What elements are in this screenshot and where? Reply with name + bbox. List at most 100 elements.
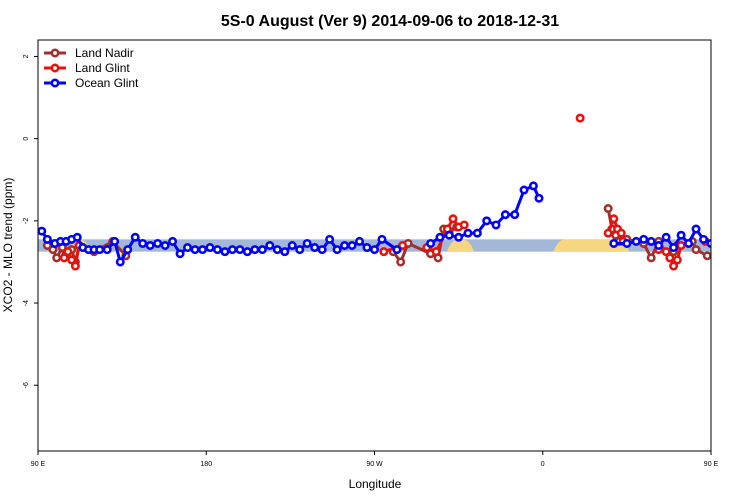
data-point <box>355 236 365 246</box>
y-tick-label: -4 <box>23 300 30 306</box>
data-point <box>454 232 464 242</box>
data-point <box>622 238 632 248</box>
data-point <box>444 230 454 240</box>
series-layer <box>38 113 711 271</box>
data-point <box>702 251 711 261</box>
data-point <box>459 220 469 230</box>
data-point <box>190 245 200 255</box>
data-point <box>325 234 335 244</box>
data-point <box>398 241 408 251</box>
data-point <box>534 193 544 203</box>
data-point <box>669 261 679 271</box>
data-point <box>153 238 163 248</box>
legend-label: Ocean Glint <box>75 76 139 90</box>
data-point <box>646 236 656 246</box>
x-tick-label: 0 <box>541 461 545 468</box>
data-point <box>302 238 312 248</box>
x-axis-label: Longitude <box>349 477 402 491</box>
data-point <box>392 245 402 255</box>
data-point <box>102 245 112 255</box>
data-point <box>220 247 230 257</box>
y-tick-label: -2 <box>23 218 30 224</box>
data-point <box>510 210 520 220</box>
data-point <box>616 228 626 238</box>
data-point <box>362 243 372 253</box>
data-point <box>63 247 73 257</box>
data-point <box>227 245 237 255</box>
data-point <box>603 228 613 238</box>
data-point <box>272 245 282 255</box>
legend-label: Land Nadir <box>75 46 134 60</box>
data-point <box>332 245 342 255</box>
data-point <box>42 234 52 244</box>
data-point <box>379 247 389 257</box>
legend-swatch-marker <box>50 63 60 73</box>
data-point <box>52 253 62 263</box>
data-point <box>491 220 501 230</box>
data-point <box>295 245 305 255</box>
y-tick-label: 0 <box>23 137 30 141</box>
data-point <box>369 245 379 255</box>
data-point <box>676 230 686 240</box>
data-point <box>183 243 193 253</box>
series-ocean-glint <box>38 181 711 267</box>
data-point <box>665 253 675 263</box>
data-point <box>631 236 641 246</box>
data-point <box>205 243 215 253</box>
data-point <box>691 224 701 234</box>
data-point <box>250 245 260 255</box>
legend-swatch-marker <box>50 48 60 58</box>
data-point <box>396 257 406 267</box>
data-point <box>130 232 140 242</box>
data-point <box>463 228 473 238</box>
data-point <box>603 204 613 214</box>
data-point <box>691 245 701 255</box>
data-point <box>160 241 170 251</box>
land-segment <box>553 239 624 252</box>
data-point <box>669 243 679 253</box>
land-segment <box>447 239 474 252</box>
data-point <box>115 257 125 267</box>
x-tick-label: 180 <box>200 461 212 468</box>
legend-label: Land Glint <box>75 61 130 75</box>
data-point <box>646 253 656 263</box>
y-tick-label: 2 <box>23 54 30 58</box>
data-point <box>310 243 320 253</box>
data-point <box>431 247 441 257</box>
data-point <box>575 113 585 123</box>
x-tick-label: 90 E <box>31 461 46 468</box>
data-point <box>287 241 297 251</box>
chart-title: 5S-0 August (Ver 9) 2014-09-06 to 2018-1… <box>221 13 559 30</box>
data-point <box>654 241 664 251</box>
data-point <box>242 247 252 257</box>
data-point <box>639 234 649 244</box>
y-tick-label: -6 <box>23 382 30 388</box>
data-point <box>448 214 458 224</box>
data-point <box>482 216 492 226</box>
data-point <box>672 255 682 265</box>
data-point <box>377 234 387 244</box>
data-point <box>95 245 105 255</box>
data-point <box>145 241 155 251</box>
data-point <box>609 238 619 248</box>
y-axis-label: XCO2 - MLO trend (ppm) <box>1 178 15 313</box>
data-point <box>347 241 357 251</box>
data-point <box>175 249 185 259</box>
data-point <box>67 255 77 265</box>
data-point <box>699 234 709 244</box>
data-point <box>198 245 208 255</box>
data-point <box>426 238 436 248</box>
data-point <box>280 247 290 257</box>
legend-swatch-marker <box>50 78 60 88</box>
data-point <box>138 238 148 248</box>
x-tick-label: 90 E <box>704 461 719 468</box>
data-point <box>235 245 245 255</box>
x-tick-label: 90 W <box>366 461 383 468</box>
data-point <box>70 261 80 271</box>
data-point <box>609 214 619 224</box>
data-point <box>110 236 120 246</box>
data-point <box>340 241 350 251</box>
data-point <box>212 245 222 255</box>
